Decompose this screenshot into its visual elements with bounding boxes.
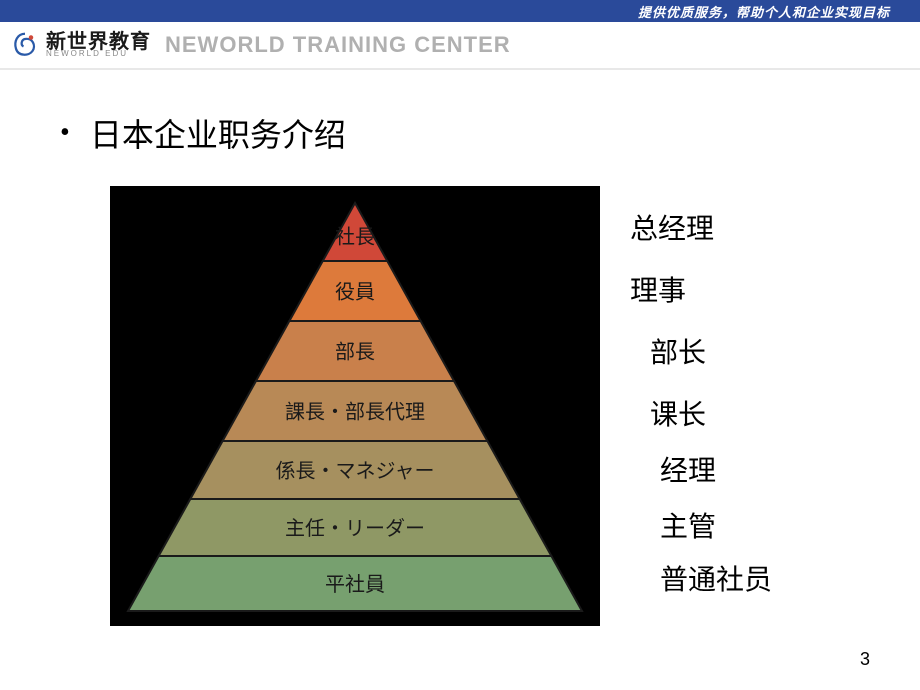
translation-item: 总经理 (630, 216, 772, 244)
pyramid-level-label: 平社員 (325, 573, 385, 596)
pyramid-level-label: 主任・リーダー (285, 517, 425, 540)
logo-text: 新世界教育 NEWORLD EDU (46, 32, 151, 58)
header-title: NEWORLD TRAINING CENTER (165, 32, 511, 58)
top-banner: 提供优质服务，帮助个人和企业实现目标 (0, 0, 920, 22)
bullet-title-text: 日本企业职务介绍 (90, 110, 346, 156)
logo-icon (10, 30, 40, 60)
translation-item: 普通社员 (660, 567, 772, 595)
pyramid-svg: 社長役員部長課長・部長代理係長・マネジャー主任・リーダー平社員 (110, 186, 600, 626)
translation-item: 部长 (650, 340, 772, 368)
translation-item: 主管 (660, 514, 772, 542)
translations-column: 总经理理事部长课长经理主管普通社员 (630, 186, 772, 595)
pyramid-level-label: 係長・マネジャー (276, 459, 435, 482)
logo-english-small: NEWORLD EDU (46, 50, 151, 58)
pyramid-level-label: 課長・部長代理 (285, 400, 425, 423)
pyramid-level-label: 役員 (335, 280, 375, 303)
slide-content: • 日本企业职务介绍 社長役員部長課長・部長代理係長・マネジャー主任・リーダー平… (0, 70, 920, 626)
main-area: 社長役員部長課長・部長代理係長・マネジャー主任・リーダー平社員 总经理理事部长课… (50, 186, 870, 626)
bullet-dot-icon: • (60, 117, 70, 149)
header: 新世界教育 NEWORLD EDU NEWORLD TRAINING CENTE… (0, 22, 920, 70)
translation-item: 理事 (630, 278, 772, 306)
pyramid-diagram: 社長役員部長課長・部長代理係長・マネジャー主任・リーダー平社員 (110, 186, 600, 626)
translation-item: 经理 (660, 458, 772, 486)
banner-slogan: 提供优质服务，帮助个人和企业实现目标 (638, 2, 890, 21)
pyramid-level-label: 社長 (335, 225, 375, 248)
slide-bullet-title: • 日本企业职务介绍 (50, 110, 870, 156)
page-number: 3 (860, 649, 870, 670)
pyramid-level-label: 部長 (335, 340, 375, 363)
translation-item: 课长 (650, 402, 772, 430)
logo-area: 新世界教育 NEWORLD EDU (10, 30, 151, 60)
